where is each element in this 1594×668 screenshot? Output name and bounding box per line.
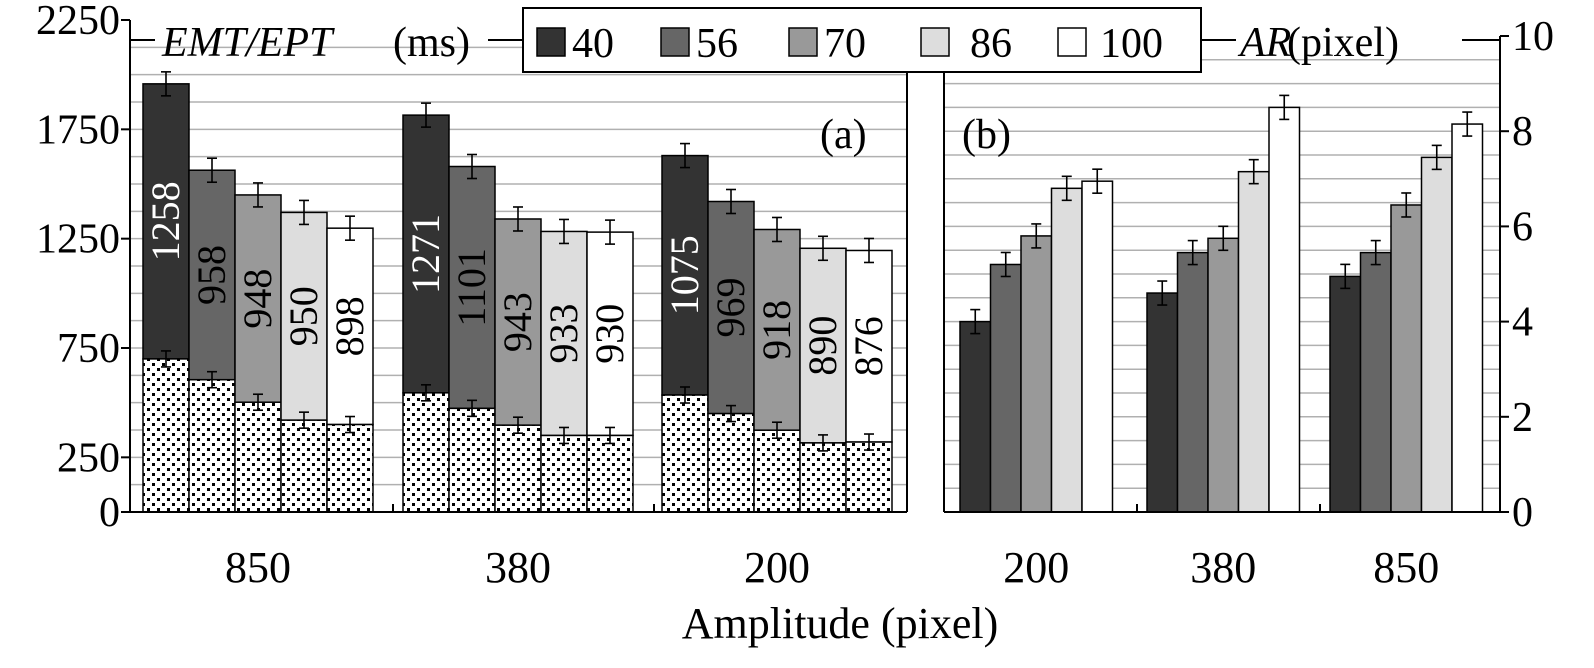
bar-emt-100-850 <box>326 227 374 426</box>
legend-swatch-56 <box>660 27 690 57</box>
legend-label-40: 40 <box>572 21 614 67</box>
legend-swatch-100 <box>1057 27 1087 57</box>
y-tick-label-b: 10 <box>1512 14 1554 60</box>
y-tick-label-a: 1250 <box>36 217 120 263</box>
legend-label-56: 56 <box>696 21 738 67</box>
y-axis-title-b-italic: AR <box>1237 20 1291 66</box>
bar-ept-56-380 <box>448 407 496 513</box>
x-tick-a-850: 850 <box>225 543 291 592</box>
bar-label-86-850: 950 <box>281 286 326 346</box>
bar-ar-40-380 <box>1146 292 1179 513</box>
bar-ar-86-850 <box>1420 156 1453 513</box>
bar-ar-70-380 <box>1207 237 1240 513</box>
bar-ept-86-380 <box>540 434 588 513</box>
bar-label-40-380: 1271 <box>403 214 448 294</box>
bar-ar-70-200 <box>1020 235 1053 513</box>
bar-emt-40-850 <box>142 83 190 360</box>
bar-emt-100-380 <box>586 231 634 437</box>
y-tick-label-a: 2250 <box>36 0 120 44</box>
legend: 40 56 70 86 100 <box>522 7 1202 73</box>
bar-label-56-200: 969 <box>708 278 753 338</box>
bar-label-100-380: 930 <box>587 304 632 364</box>
bar-ar-70-850 <box>1390 204 1423 513</box>
bar-ar-56-380 <box>1176 251 1209 513</box>
bar-ept-40-200 <box>661 394 709 513</box>
y-tick-label-b: 2 <box>1512 395 1533 441</box>
bar-ar-100-200 <box>1081 180 1114 513</box>
bar-label-70-850: 948 <box>235 269 280 329</box>
bars-panel-b: 200 380 850 <box>959 94 1484 592</box>
y-tick-label-a: 0 <box>99 490 120 536</box>
bar-emt-100-200 <box>845 249 893 443</box>
y-tick-label-a: 1750 <box>36 107 120 153</box>
bar-ar-86-200 <box>1050 187 1083 513</box>
y-tick-label-b: 0 <box>1512 490 1533 536</box>
bar-ar-40-200 <box>959 320 992 513</box>
bar-ar-100-380 <box>1268 106 1301 513</box>
bar-ept-40-380 <box>402 392 450 513</box>
bar-label-40-200: 1075 <box>662 235 707 315</box>
bar-ept-86-200 <box>799 442 847 513</box>
y-axis-title-a-unit: (ms) <box>393 20 470 66</box>
bar-label-70-200: 918 <box>754 300 799 360</box>
bar-ar-40-850 <box>1329 275 1362 513</box>
y-tick-label-b: 8 <box>1512 109 1533 155</box>
legend-swatch-86 <box>920 27 950 57</box>
y-axis-title-b-unit: (pixel) <box>1287 20 1399 66</box>
legend-label-100: 100 <box>1100 21 1163 67</box>
x-axis-title: Amplitude (pixel) <box>682 599 999 648</box>
legend-box <box>522 7 1202 73</box>
bar-label-56-380: 1101 <box>449 248 494 327</box>
bar-emt-86-850 <box>280 211 328 421</box>
bar-ept-70-200 <box>753 429 801 513</box>
bar-ept-56-850 <box>188 378 236 513</box>
bar-ept-70-380 <box>494 424 542 513</box>
bar-label-86-200: 890 <box>800 316 845 376</box>
bar-emt-70-200 <box>753 228 801 431</box>
bar-ept-56-200 <box>707 412 755 513</box>
bar-ept-86-850 <box>280 419 328 513</box>
bar-ar-100-850 <box>1451 123 1484 513</box>
bar-ept-100-200 <box>845 441 893 513</box>
bar-ept-100-380 <box>586 434 634 513</box>
bar-label-56-850: 958 <box>189 245 234 305</box>
bar-ept-100-850 <box>326 423 374 513</box>
y-axis-title-a-italic: EMT/EPT <box>161 20 335 66</box>
bar-emt-56-200 <box>707 200 755 415</box>
legend-swatch-70 <box>788 27 818 57</box>
x-tick-a-380: 380 <box>485 543 551 592</box>
y-tick-label-a: 250 <box>57 435 120 481</box>
bar-label-70-380: 943 <box>495 292 540 352</box>
legend-swatch-40 <box>536 27 566 57</box>
y-tick-label-b: 6 <box>1512 204 1533 250</box>
bar-ar-86-380 <box>1237 170 1270 513</box>
y-tick-label-b: 4 <box>1512 300 1533 346</box>
bar-ar-56-850 <box>1359 251 1392 513</box>
panel-label-a: (a) <box>820 112 867 158</box>
x-tick-b-200: 200 <box>1003 543 1069 592</box>
legend-label-86: 86 <box>970 21 1012 67</box>
x-tick-b-850: 850 <box>1373 543 1439 592</box>
y-tick-label-a: 750 <box>57 326 120 372</box>
bar-label-40-850: 1258 <box>143 181 188 261</box>
axes: 0 250 750 1250 1750 2250 0 2 4 6 8 10 <box>36 0 1554 536</box>
bar-label-100-850: 898 <box>327 296 372 356</box>
legend-label-70: 70 <box>824 21 866 67</box>
bar-ar-56-200 <box>989 263 1022 513</box>
bar-ept-40-850 <box>142 358 190 513</box>
bar-label-86-380: 933 <box>541 303 586 363</box>
bar-ept-70-850 <box>234 401 282 513</box>
x-tick-b-380: 380 <box>1190 543 1256 592</box>
bar-label-100-200: 876 <box>846 316 891 376</box>
x-tick-a-200: 200 <box>744 543 810 592</box>
panel-label-b: (b) <box>962 112 1011 158</box>
